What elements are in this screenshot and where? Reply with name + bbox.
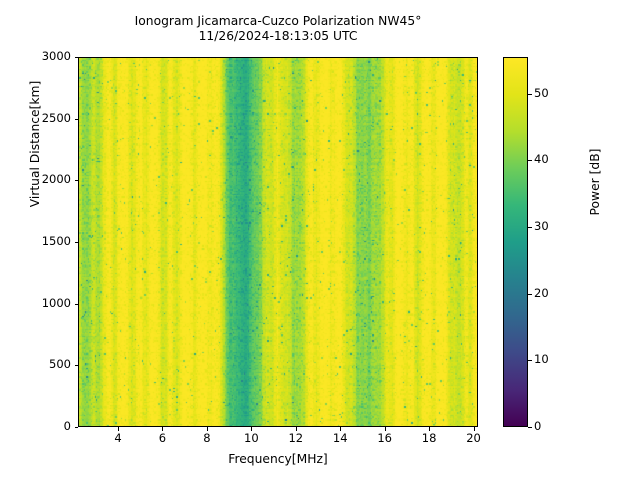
y-tick-mark (74, 427, 78, 428)
x-tick-mark (251, 427, 253, 431)
colorbar-tick-label: 40 (534, 152, 549, 167)
y-tick-mark (74, 57, 78, 58)
y-tick-label: 2500 (41, 110, 71, 125)
x-tick-label: 16 (377, 431, 392, 445)
y-tick-mark (74, 365, 78, 367)
x-tick-mark (118, 427, 119, 431)
y-axis-label: Virtual Distance[km] (28, 80, 42, 208)
colorbar-tick-mark (528, 360, 532, 362)
colorbar-tick-label: 0 (534, 419, 542, 433)
colorbar (503, 57, 528, 427)
x-tick-label: 18 (421, 431, 437, 445)
x-tick-label: 4 (114, 431, 122, 445)
x-tick-label: 14 (332, 431, 348, 445)
ionogram-heatmap (79, 58, 477, 426)
colorbar-tick-label: 10 (534, 352, 549, 367)
colorbar-tick-mark (528, 227, 532, 228)
x-tick-label: 12 (288, 431, 304, 445)
x-tick-label: 20 (466, 431, 481, 445)
x-tick-mark (206, 427, 208, 431)
x-tick-mark (340, 427, 342, 431)
y-tick-mark (74, 303, 78, 305)
colorbar-tick-label: 50 (534, 85, 549, 100)
colorbar-label: Power [dB] (588, 148, 602, 216)
colorbar-tick-mark (528, 93, 532, 95)
y-tick-label: 3000 (41, 49, 71, 63)
colorbar-gradient (504, 58, 527, 426)
x-axis-label: Frequency[MHz] (228, 452, 328, 466)
colorbar-tick-mark (528, 160, 532, 162)
heatmap-axes (78, 57, 478, 427)
x-tick-label: 10 (244, 431, 259, 445)
y-tick-label: 0 (63, 419, 71, 433)
colorbar-tick-label: 30 (534, 219, 549, 233)
x-tick-mark (473, 427, 475, 431)
x-tick-label: 6 (158, 431, 167, 445)
x-tick-mark (384, 427, 386, 431)
x-tick-mark (429, 427, 431, 431)
colorbar-tick-label: 20 (534, 285, 549, 300)
colorbar-tick-mark (528, 427, 532, 428)
x-tick-mark (162, 427, 164, 431)
colorbar-tick-mark (528, 293, 532, 295)
y-tick-label: 500 (49, 357, 71, 372)
y-tick-mark (74, 242, 78, 243)
y-tick-label: 1000 (41, 295, 71, 310)
y-tick-label: 1500 (41, 234, 71, 248)
y-tick-mark (74, 180, 78, 182)
x-tick-mark (295, 427, 297, 431)
y-tick-mark (74, 118, 78, 120)
figure-title: Ionogram Jicamarca-Cuzco Polarization NW… (134, 14, 422, 43)
y-tick-label: 2000 (41, 172, 71, 187)
x-tick-label: 8 (203, 431, 211, 445)
